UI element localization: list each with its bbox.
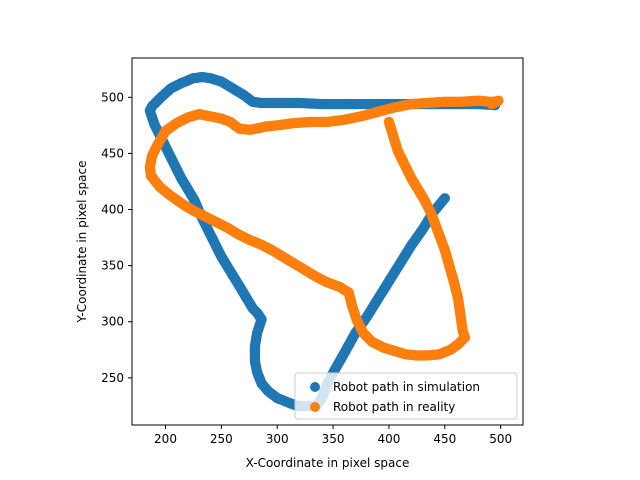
legend-marker-simulation (310, 382, 320, 392)
y-tick-label: 300 (101, 315, 124, 329)
legend-marker-reality (310, 402, 320, 412)
y-axis-label: Y-Coordinate in pixel space (75, 160, 89, 323)
y-tick-label: 250 (101, 371, 124, 385)
axes-frame (131, 57, 524, 426)
legend-label-simulation: Robot path in simulation (333, 380, 480, 394)
x-axis-ticks: 200 250 300 350 400 450 500 (154, 425, 512, 446)
legend-box (294, 372, 518, 420)
legend-label-reality: Robot path in reality (333, 400, 455, 414)
y-tick-label: 500 (101, 90, 124, 104)
legend: Robot path in simulation Robot path in r… (294, 372, 518, 420)
x-tick-label: 450 (433, 432, 456, 446)
y-axis-ticks: 250 300 350 400 450 500 (101, 90, 132, 385)
x-axis-label: X-Coordinate in pixel space (246, 456, 410, 470)
x-tick-label: 350 (322, 432, 345, 446)
x-tick-label: 200 (154, 432, 177, 446)
y-tick-label: 450 (101, 146, 124, 160)
series-reality-marks (144, 95, 504, 361)
y-tick-label: 400 (101, 203, 124, 217)
x-tick-label: 250 (210, 432, 233, 446)
x-tick-label: 400 (377, 432, 400, 446)
y-tick-label: 350 (101, 259, 124, 273)
x-tick-label: 300 (266, 432, 289, 446)
data-point-reality (486, 98, 497, 110)
x-tick-label: 500 (489, 432, 512, 446)
